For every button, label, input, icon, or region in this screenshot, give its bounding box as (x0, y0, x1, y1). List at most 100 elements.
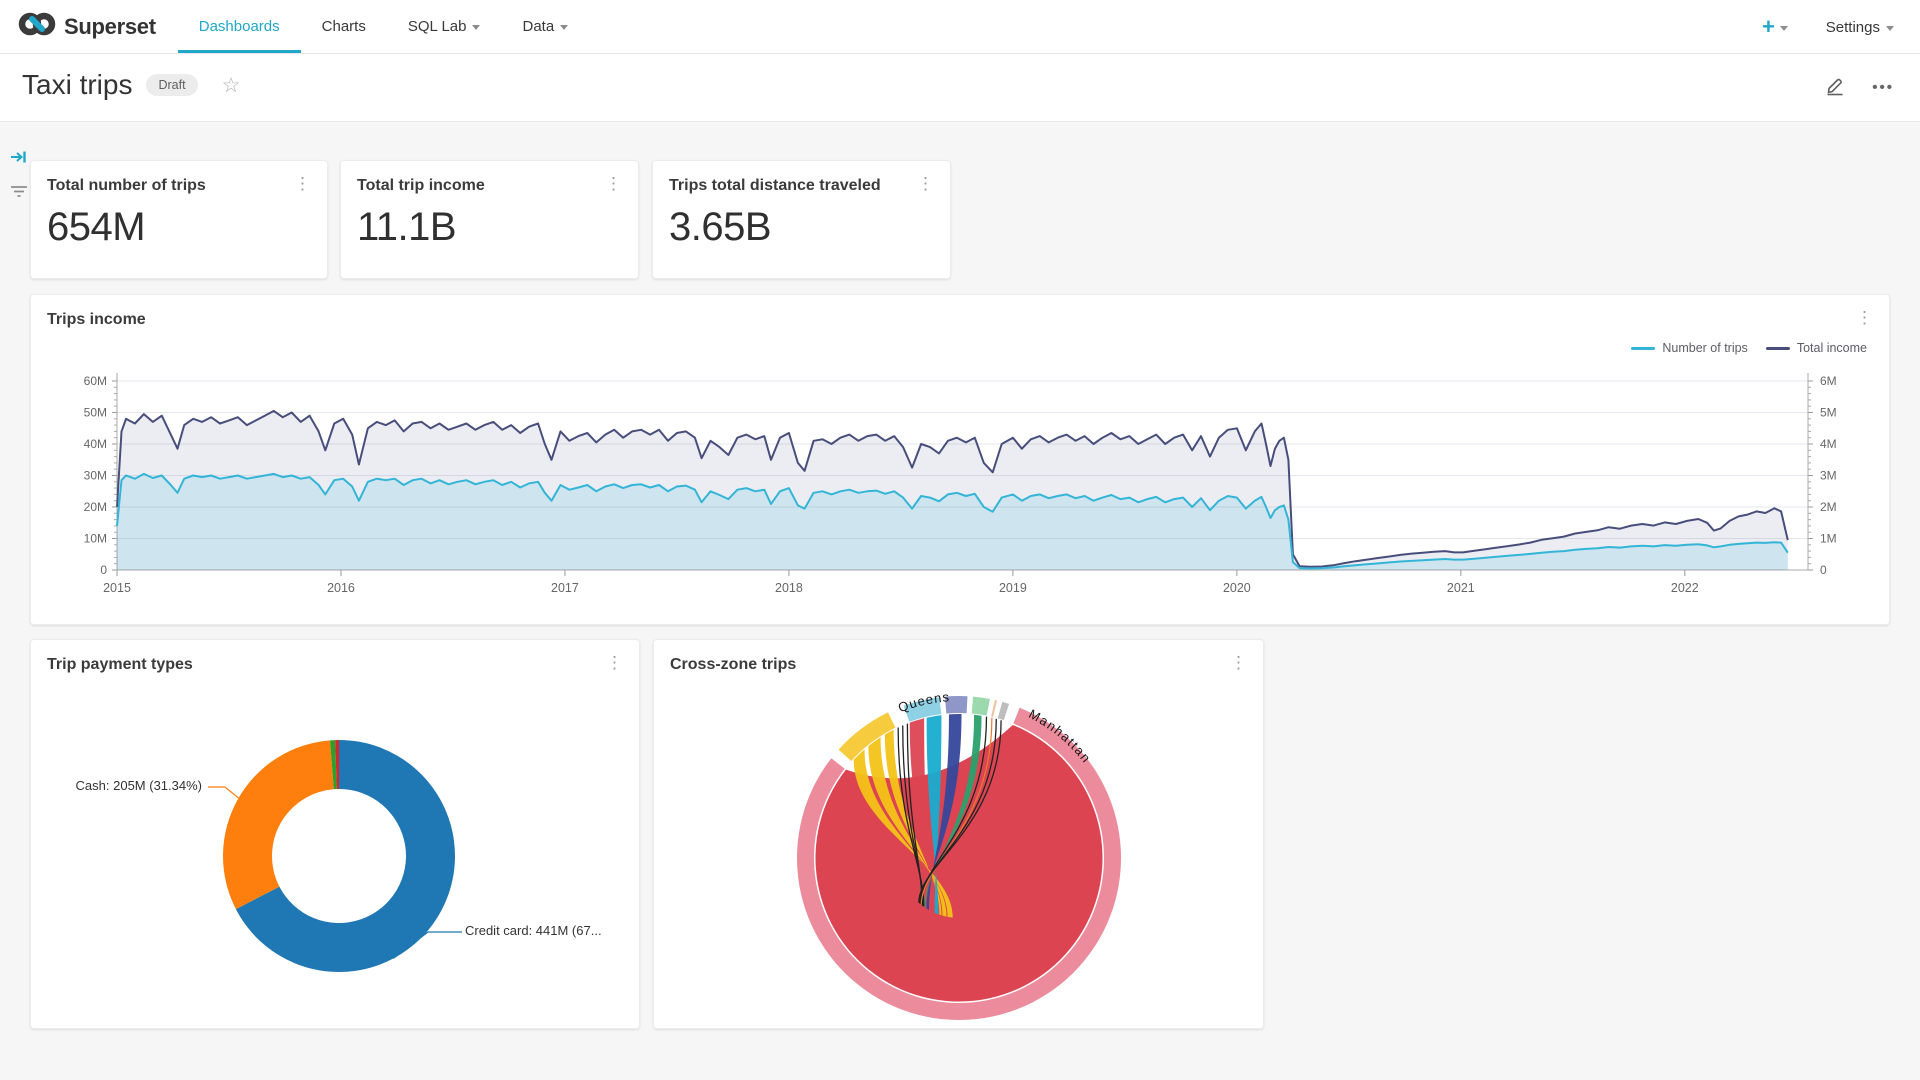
svg-text:2022: 2022 (1671, 581, 1699, 595)
payment-types-panel: Trip payment types ⋮ Cash: 205M (31.34%)… (30, 639, 640, 1029)
payment-donut-chart[interactable] (31, 640, 641, 1030)
legend-item-total-income[interactable]: Total income (1765, 341, 1867, 355)
trips-income-panel: Trips income ⋮ Number of trips Total inc… (30, 294, 1890, 625)
svg-text:4M: 4M (1820, 437, 1837, 451)
svg-text:60M: 60M (84, 374, 107, 388)
label-line-cash (208, 786, 239, 799)
chevron-down-icon (560, 25, 569, 30)
favorite-star-icon[interactable]: ☆ (221, 73, 241, 97)
chart-title: Trips income (47, 311, 146, 328)
svg-text:2015: 2015 (103, 581, 131, 595)
chart-legend: Number of trips Total income (1631, 341, 1867, 355)
chord-ribbon[interactable] (909, 718, 934, 913)
add-new-button[interactable]: + (1762, 16, 1788, 38)
kebab-menu-button[interactable]: ⋮ (294, 174, 311, 193)
label-line-credit-card (393, 931, 462, 959)
kebab-menu-button[interactable]: ⋮ (1856, 308, 1873, 327)
svg-text:5M: 5M (1820, 406, 1837, 420)
superset-logo-icon (18, 9, 56, 44)
donut-slice-small[interactable] (335, 740, 339, 790)
superset-brand[interactable]: Superset (0, 0, 178, 53)
kpi-value: 3.65B (669, 205, 772, 249)
svg-text:40M: 40M (84, 437, 107, 451)
expand-filter-bar-icon[interactable] (10, 150, 28, 169)
chord-ribbon[interactable] (868, 737, 947, 917)
donut-slice-small[interactable] (330, 740, 337, 790)
donut-slice-cash[interactable] (223, 740, 334, 910)
chevron-down-icon (1886, 25, 1894, 31)
top-navbar: Superset Dashboards Charts SQL Lab Data … (0, 0, 1920, 54)
dashboard-header: Taxi trips Draft ☆ ••• (0, 54, 1920, 122)
chord-ribbon-line[interactable] (918, 720, 1002, 903)
line-Number of trips[interactable] (116, 472, 1789, 570)
kpi-card-trip-income: Total trip income ⋮ 11.1B (340, 160, 639, 279)
kpi-title: Total trip income (357, 177, 485, 194)
kpi-value: 11.1B (357, 205, 457, 249)
svg-text:0: 0 (100, 563, 107, 577)
svg-text:2017: 2017 (551, 581, 579, 595)
brand-name: Superset (64, 13, 156, 39)
kpi-card-total-trips: Total number of trips ⋮ 654M (30, 160, 328, 279)
chord-ribbon[interactable] (926, 715, 942, 915)
donut-label-cash: Cash: 205M (31.34%) (75, 778, 202, 793)
svg-text:2019: 2019 (999, 581, 1027, 595)
kebab-menu-button[interactable]: ⋮ (1230, 653, 1247, 672)
settings-menu[interactable]: Settings (1826, 19, 1894, 36)
chevron-down-icon (1779, 25, 1788, 31)
legend-swatch (1765, 346, 1790, 350)
svg-text:2020: 2020 (1223, 581, 1251, 595)
chord-segment-small[interactable] (944, 696, 968, 714)
line-Total income[interactable] (116, 409, 1789, 568)
chord-segment-queens[interactable] (903, 697, 942, 722)
kpi-title: Trips total distance traveled (669, 177, 881, 194)
svg-text:2M: 2M (1820, 500, 1837, 514)
nav-tab-data[interactable]: Data (501, 0, 589, 53)
page-title: Taxi trips (22, 69, 133, 100)
svg-text:0: 0 (1820, 563, 1827, 577)
nav-tab-dashboards[interactable]: Dashboards (177, 0, 301, 53)
chord-segment-small[interactable] (971, 696, 990, 716)
svg-text:2021: 2021 (1447, 581, 1475, 595)
kpi-card-total-distance: Trips total distance traveled ⋮ 3.65B (652, 160, 951, 279)
kpi-value: 654M (47, 205, 146, 249)
chord-segment-small[interactable] (838, 712, 896, 761)
kebab-menu-button[interactable]: ⋮ (605, 174, 622, 193)
chord-segment-small[interactable] (991, 700, 998, 718)
kpi-title: Total number of trips (47, 177, 206, 194)
svg-text:6M: 6M (1820, 374, 1837, 388)
svg-text:10M: 10M (84, 532, 107, 546)
chart-title: Trip payment types (47, 656, 193, 673)
chord-ribbon[interactable] (853, 749, 953, 918)
svg-text:3M: 3M (1820, 469, 1837, 483)
chord-ribbon[interactable] (926, 714, 962, 910)
nav-tab-charts[interactable]: Charts (321, 18, 366, 35)
chord-ribbon[interactable] (884, 729, 942, 916)
edit-pencil-icon[interactable] (1824, 74, 1846, 101)
filter-icon[interactable] (10, 185, 28, 204)
area-Total income (117, 410, 1788, 570)
cross-zone-panel: Cross-zone trips ⋮ Queens Manhattan (653, 639, 1264, 1029)
donut-slice-credit-card[interactable] (235, 740, 456, 972)
svg-text:1M: 1M (1820, 532, 1837, 546)
trips-income-line-chart[interactable]: 0 0 10M 1M 20M 2M 30M 3M 40M 4M 50M 5M 60M 6M 2015 2016… (31, 361, 1891, 606)
svg-text:20M: 20M (84, 500, 107, 514)
more-actions-button[interactable]: ••• (1872, 79, 1894, 96)
chord-ribbon[interactable] (924, 714, 982, 908)
kebab-menu-button[interactable]: ⋮ (606, 653, 623, 672)
main-nav: Dashboards Charts SQL Lab Data (177, 0, 589, 53)
svg-text:2016: 2016 (327, 581, 355, 595)
area-Number of trips (117, 473, 1788, 570)
dashboard-content: Total number of trips ⋮ 654M Total trip … (0, 122, 1920, 1080)
svg-text:30M: 30M (84, 469, 107, 483)
filter-rail (6, 150, 32, 204)
chord-ribbon-line[interactable] (918, 718, 997, 904)
status-badge: Draft (146, 74, 198, 96)
chart-title: Cross-zone trips (670, 656, 797, 673)
chord-ribbon-line[interactable] (920, 717, 993, 905)
donut-label-credit-card: Credit card: 441M (67... (465, 923, 602, 938)
kebab-menu-button[interactable]: ⋮ (917, 174, 934, 193)
nav-tab-sql-lab[interactable]: SQL Lab (387, 0, 502, 53)
chord-segment-small[interactable] (997, 701, 1010, 721)
legend-item-number-of-trips[interactable]: Number of trips (1631, 341, 1748, 355)
